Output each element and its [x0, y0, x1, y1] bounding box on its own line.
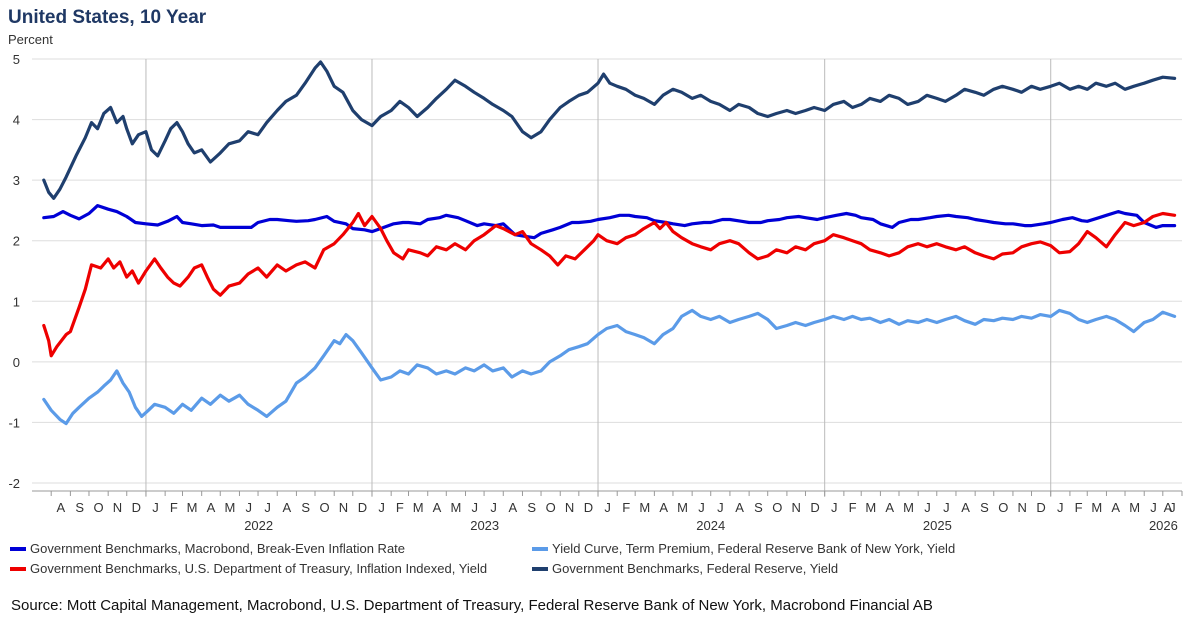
- x-month-label: O: [320, 500, 330, 515]
- x-month-label: S: [754, 500, 763, 515]
- legend-label: Government Benchmarks, U.S. Department o…: [30, 561, 488, 576]
- y-tick-label: -1: [8, 415, 20, 430]
- y-tick-label: 2: [13, 234, 20, 249]
- x-month-label: N: [113, 500, 122, 515]
- x-month-label: J: [245, 500, 252, 515]
- x-month-label: J: [943, 500, 950, 515]
- x-month-label: A: [1164, 500, 1173, 515]
- x-month-label: S: [980, 500, 989, 515]
- x-month-label: A: [885, 500, 894, 515]
- legend-item-break-even: Government Benchmarks, Macrobond, Break-…: [10, 541, 405, 556]
- legend-item-term-premium: Yield Curve, Term Premium, Federal Reser…: [532, 541, 955, 556]
- x-month-label: O: [94, 500, 104, 515]
- x-month-label: M: [1129, 500, 1140, 515]
- x-month-label: F: [396, 500, 404, 515]
- x-month-label: A: [961, 500, 970, 515]
- grid-layer: [32, 58, 1182, 497]
- x-month-label: J: [831, 500, 838, 515]
- series-layer: [42, 60, 1177, 426]
- x-month-label: J: [698, 500, 705, 515]
- x-month-label: N: [791, 500, 800, 515]
- x-month-label: M: [639, 500, 650, 515]
- x-month-label: O: [546, 500, 556, 515]
- source-note: Source: Mott Capital Management, Macrobo…: [11, 597, 933, 614]
- x-month-label: N: [339, 500, 348, 515]
- x-month-label: O: [998, 500, 1008, 515]
- x-month-label: M: [224, 500, 235, 515]
- x-month-label: D: [584, 500, 593, 515]
- series-line-3: [42, 308, 1177, 426]
- x-month-label: J: [472, 500, 479, 515]
- x-month-label: A: [207, 500, 216, 515]
- x-month-label: S: [75, 500, 84, 515]
- x-month-label: J: [924, 500, 931, 515]
- y-axis-unit-label: Percent: [8, 32, 53, 47]
- x-month-label: M: [865, 500, 876, 515]
- legend-swatch: [532, 566, 548, 571]
- legend-swatch: [10, 566, 26, 571]
- x-month-label: J: [1150, 500, 1157, 515]
- x-year-label: 2022: [244, 518, 273, 533]
- legend-swatch: [532, 546, 548, 551]
- x-month-label: J: [717, 500, 724, 515]
- x-month-label: S: [301, 500, 310, 515]
- x-month-label: F: [622, 500, 630, 515]
- x-month-label: A: [1111, 500, 1120, 515]
- x-month-label: J: [1057, 500, 1064, 515]
- x-year-label: 2025: [923, 518, 952, 533]
- x-month-label: N: [565, 500, 574, 515]
- x-month-label: O: [772, 500, 782, 515]
- x-month-label: F: [170, 500, 178, 515]
- x-month-label: J: [490, 500, 497, 515]
- legend-label: Government Benchmarks, Federal Reserve, …: [552, 561, 839, 576]
- x-year-label: 2026: [1149, 518, 1178, 533]
- x-month-label: M: [450, 500, 461, 515]
- y-tick-label: 4: [13, 113, 20, 128]
- x-month-label: M: [187, 500, 198, 515]
- x-month-label: J: [378, 500, 385, 515]
- x-year-label: 2023: [470, 518, 499, 533]
- x-year-label: 2024: [696, 518, 725, 533]
- y-tick-label: 1: [13, 294, 20, 309]
- legend-label: Yield Curve, Term Premium, Federal Reser…: [552, 541, 956, 556]
- x-month-label: N: [1018, 500, 1027, 515]
- x-month-label: S: [527, 500, 536, 515]
- x-month-label: J: [604, 500, 611, 515]
- y-tick-label: -2: [8, 476, 20, 491]
- x-month-label: A: [282, 500, 291, 515]
- x-month-label: J: [1169, 500, 1176, 515]
- x-month-label: M: [413, 500, 424, 515]
- legend-swatch: [10, 546, 26, 551]
- chart-title: United States, 10 Year: [8, 7, 207, 28]
- x-month-label: J: [264, 500, 271, 515]
- x-month-label: M: [903, 500, 914, 515]
- series-line-1: [42, 204, 1177, 240]
- series-line-2: [42, 211, 1177, 358]
- x-month-label: D: [810, 500, 819, 515]
- x-month-label: J: [152, 500, 159, 515]
- y-tick-label: 0: [13, 355, 20, 370]
- y-tick-label: 5: [13, 52, 20, 67]
- x-month-label: D: [1036, 500, 1045, 515]
- x-month-label: D: [132, 500, 141, 515]
- x-month-label: A: [659, 500, 668, 515]
- x-month-label: A: [56, 500, 65, 515]
- legend-item-federal-reserve: Government Benchmarks, Federal Reserve, …: [532, 561, 838, 576]
- x-month-label: M: [1091, 500, 1102, 515]
- series-line-4: [42, 60, 1177, 200]
- legend-item-inflation-indexed: Government Benchmarks, U.S. Department o…: [10, 561, 487, 576]
- x-month-label: D: [358, 500, 367, 515]
- x-month-label: A: [433, 500, 442, 515]
- legend-label: Government Benchmarks, Macrobond, Break-…: [30, 541, 406, 556]
- x-month-label: F: [1075, 500, 1083, 515]
- x-month-label: A: [735, 500, 744, 515]
- x-month-label: A: [509, 500, 518, 515]
- x-month-label: M: [677, 500, 688, 515]
- x-month-label: F: [849, 500, 857, 515]
- y-tick-label: 3: [13, 173, 20, 188]
